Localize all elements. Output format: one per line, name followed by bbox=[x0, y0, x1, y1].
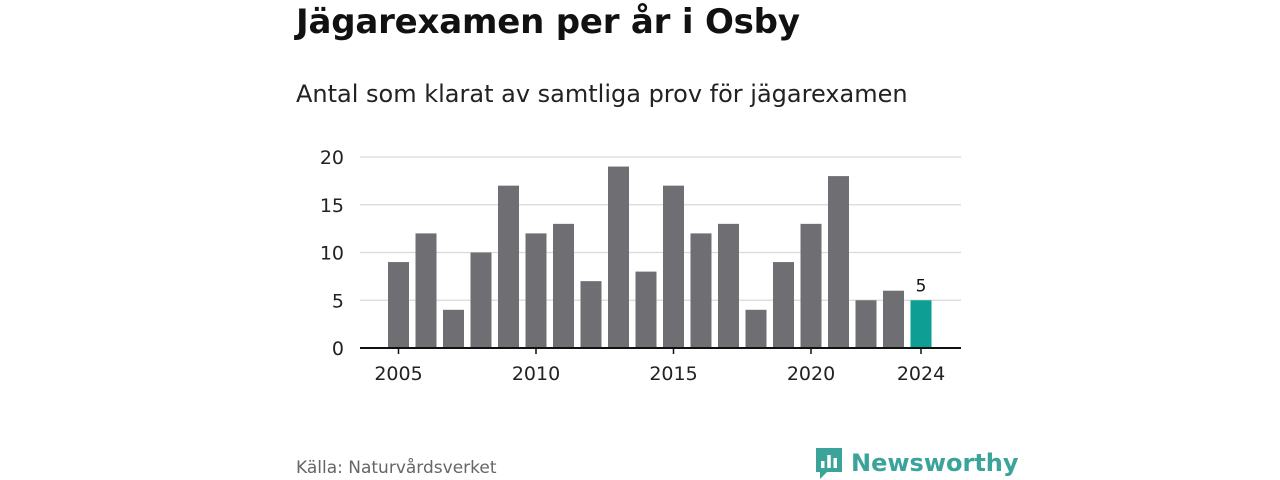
bar-2013 bbox=[608, 166, 629, 348]
x-axis bbox=[360, 347, 961, 354]
bar-2011 bbox=[553, 223, 574, 348]
annotations: 5 bbox=[916, 276, 927, 296]
y-tick-label: 20 bbox=[320, 147, 344, 169]
y-tick-label: 5 bbox=[332, 290, 344, 312]
bar-2009 bbox=[498, 185, 519, 348]
bar-2007 bbox=[443, 309, 464, 348]
x-tick-label: 2015 bbox=[649, 363, 697, 385]
bar-2018 bbox=[745, 309, 767, 348]
x-tick-label: 2024 bbox=[897, 363, 945, 385]
bars bbox=[388, 166, 932, 348]
highlight-value-label: 5 bbox=[916, 276, 927, 296]
bar-2014 bbox=[635, 271, 657, 348]
bar-2005 bbox=[388, 262, 409, 348]
chart-title: Jägarexamen per år i Osby bbox=[296, 2, 800, 42]
source-note: Källa: Naturvårdsverket bbox=[296, 458, 497, 478]
x-axis-labels: 2005 2010 2015 2020 2024 bbox=[374, 363, 945, 385]
grid-lines bbox=[360, 156, 961, 301]
bar-2016 bbox=[690, 233, 712, 348]
bar-2021 bbox=[828, 176, 849, 348]
y-tick-label: 15 bbox=[320, 195, 344, 217]
newsworthy-logo-icon bbox=[816, 448, 842, 479]
bar-2010 bbox=[525, 233, 547, 348]
bar-2022 bbox=[855, 300, 877, 348]
bar-2020 bbox=[800, 223, 822, 348]
bar-2019 bbox=[773, 262, 794, 348]
x-tick-label: 2010 bbox=[512, 363, 560, 385]
y-axis-labels: 0 5 10 15 20 bbox=[320, 147, 344, 360]
bar-2015 bbox=[663, 185, 684, 348]
x-tick-label: 2005 bbox=[374, 363, 422, 385]
bar-2023 bbox=[883, 290, 904, 348]
bar-2024 bbox=[910, 300, 932, 348]
x-tick-label: 2020 bbox=[787, 363, 835, 385]
bar-2008 bbox=[470, 252, 492, 348]
brand: Newsworthy bbox=[814, 446, 1019, 480]
bar-2017 bbox=[718, 223, 739, 348]
chart-subtitle: Antal som klarat av samtliga prov för jä… bbox=[296, 80, 908, 108]
bar-chart: 0 5 10 15 20 2005 2010 2015 2020 2024 5 bbox=[320, 147, 961, 385]
bar-2012 bbox=[580, 281, 602, 348]
y-tick-label: 10 bbox=[320, 243, 344, 265]
brand-name: Newsworthy bbox=[851, 449, 1019, 477]
bar-2006 bbox=[415, 233, 437, 348]
y-tick-label: 0 bbox=[332, 338, 344, 360]
